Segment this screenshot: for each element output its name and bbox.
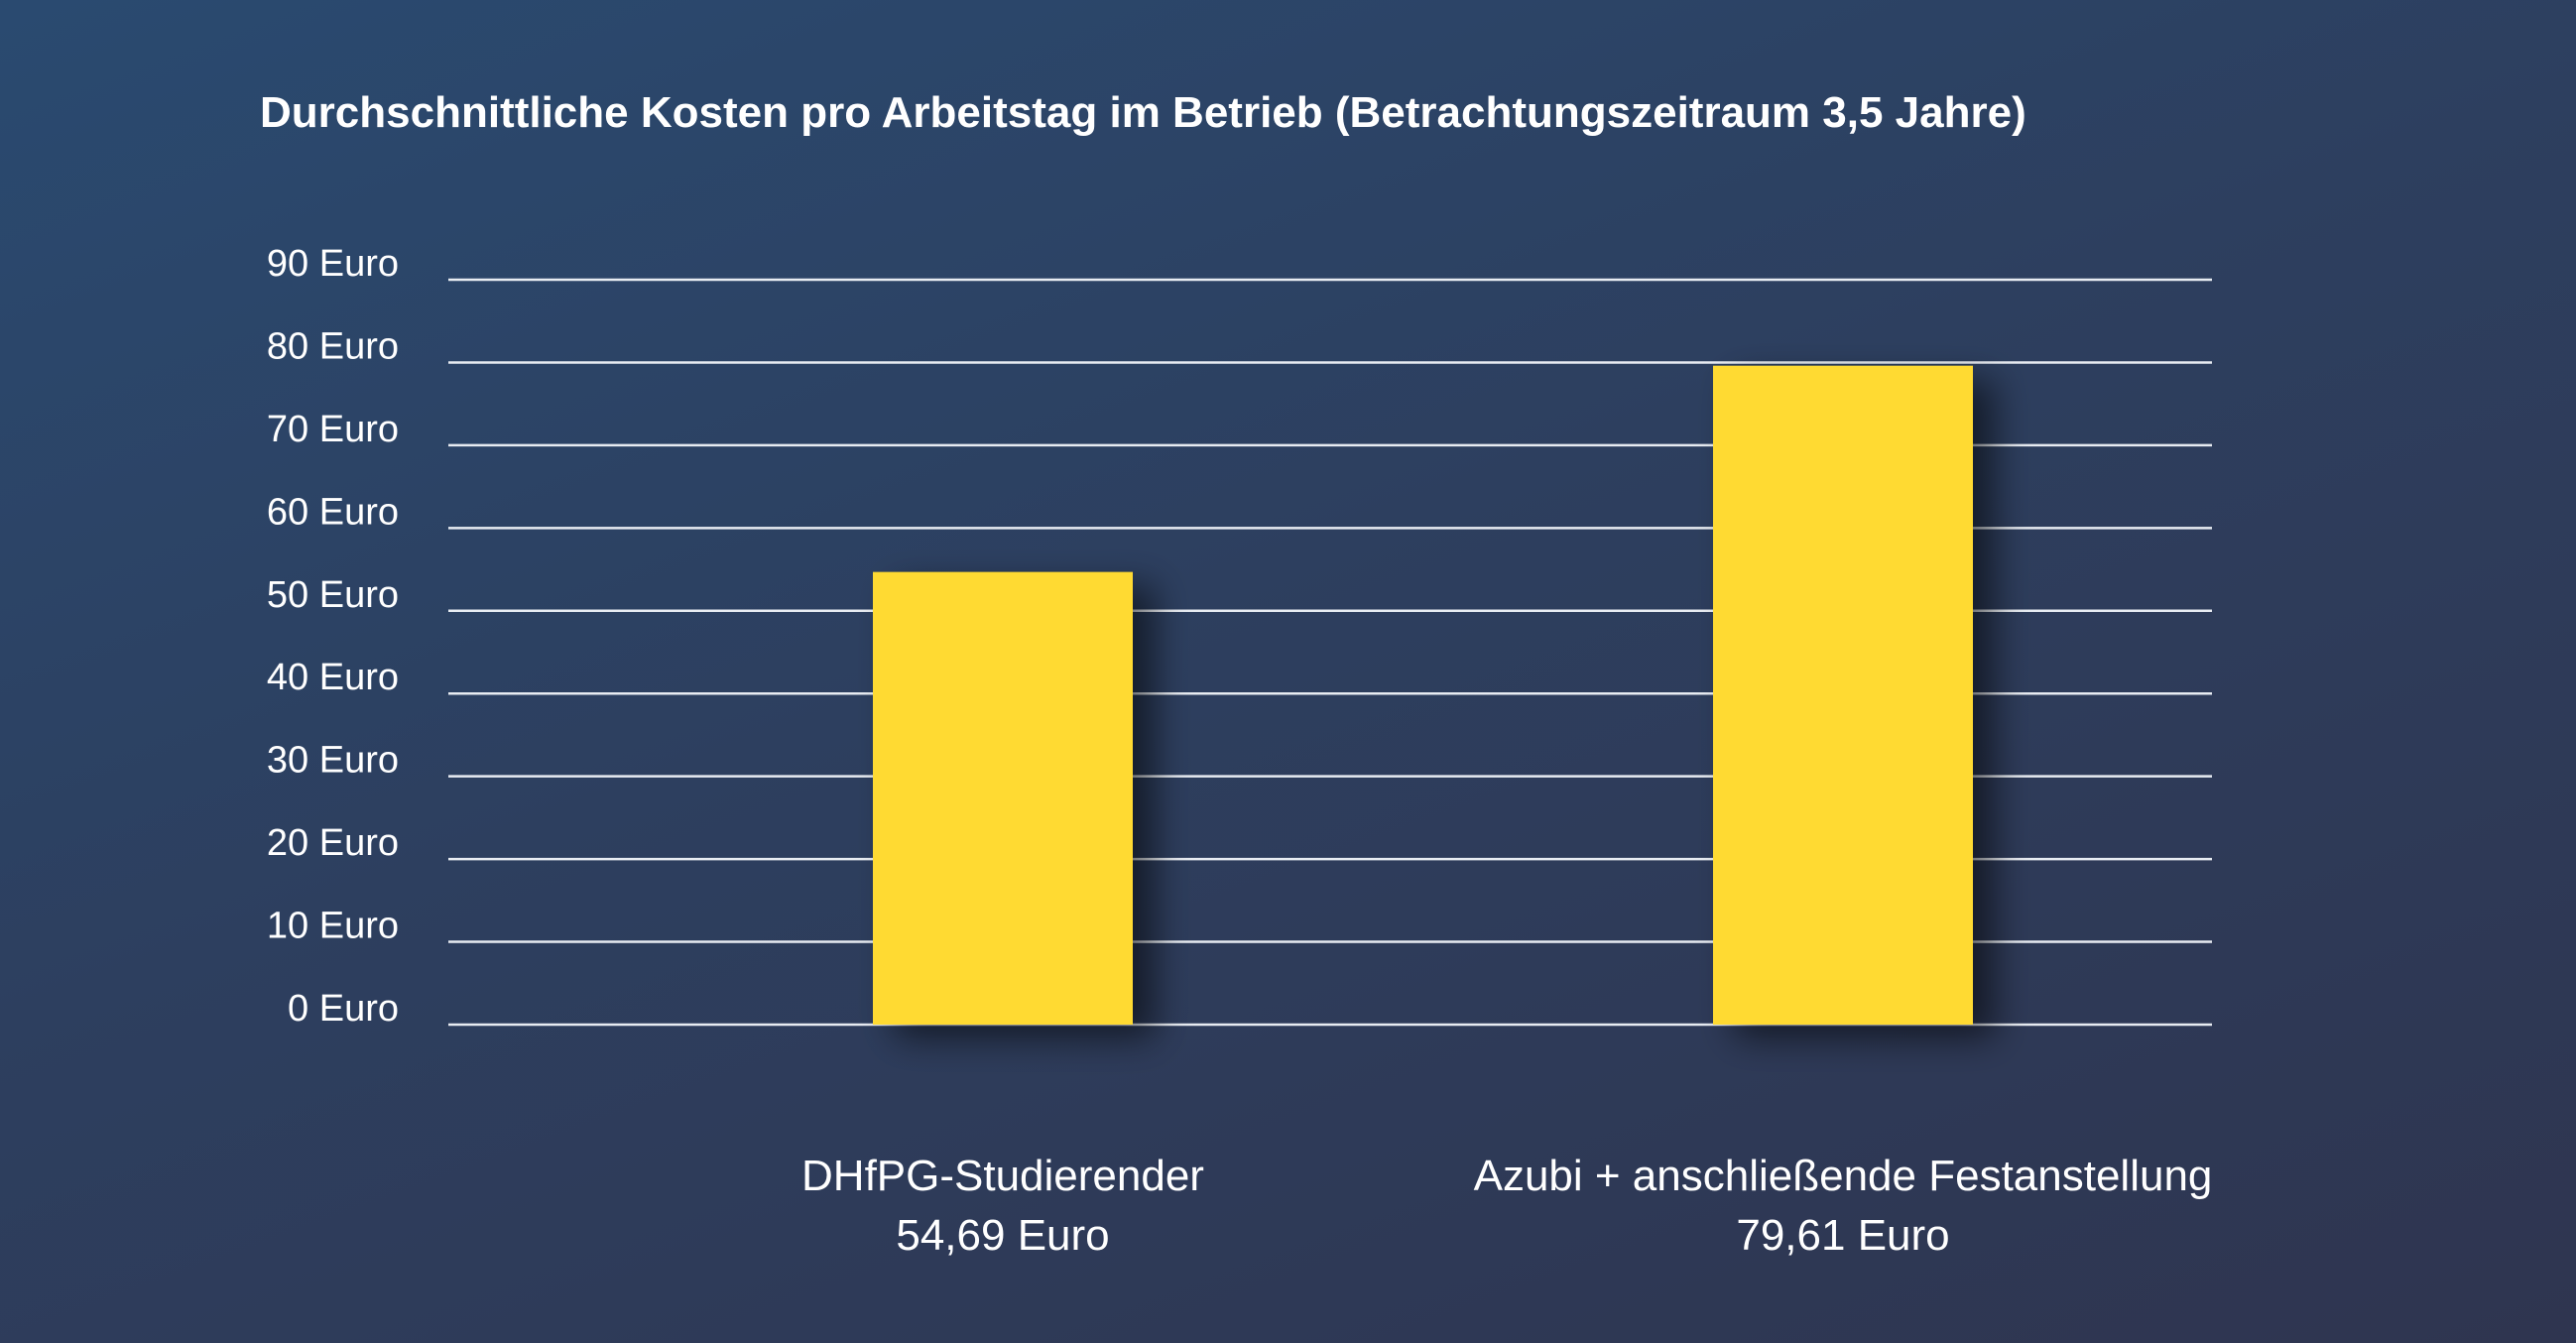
y-axis-tick-labels: 0 Euro 10 Euro 20 Euro 30 Euro 40 Euro 50 Eur… — [267, 243, 399, 1030]
y-tick-label-0: 0 Euro — [288, 988, 399, 1030]
y-tick-label-20: 20 Euro — [267, 822, 399, 864]
chart-title: Durchschnittliche Kosten pro Arbeitstag … — [260, 88, 2026, 137]
category-labels: DHfPG-Studierender 54,69 Euro Azubi + ansc… — [801, 1152, 2212, 1260]
category-label-1: DHfPG-Studierender — [801, 1152, 1204, 1200]
gridlines — [448, 278, 2212, 1027]
y-tick-label-50: 50 Euro — [267, 574, 399, 616]
category-label-2: Azubi + anschließende Festanstellung — [1474, 1152, 2213, 1200]
y-tick-label-40: 40 Euro — [267, 657, 399, 698]
y-tick-label-60: 60 Euro — [267, 491, 399, 533]
y-tick-label-90: 90 Euro — [267, 243, 399, 285]
bar-2 — [1713, 365, 1973, 1025]
bar-1 — [873, 571, 1133, 1025]
y-tick-label-10: 10 Euro — [267, 906, 399, 947]
y-tick-label-80: 80 Euro — [267, 325, 399, 367]
y-tick-label-30: 30 Euro — [267, 740, 399, 782]
y-tick-label-70: 70 Euro — [267, 409, 399, 450]
value-label-1: 54,69 Euro — [896, 1211, 1109, 1260]
value-label-2: 79,61 Euro — [1736, 1211, 1949, 1260]
bars — [873, 365, 1973, 1025]
